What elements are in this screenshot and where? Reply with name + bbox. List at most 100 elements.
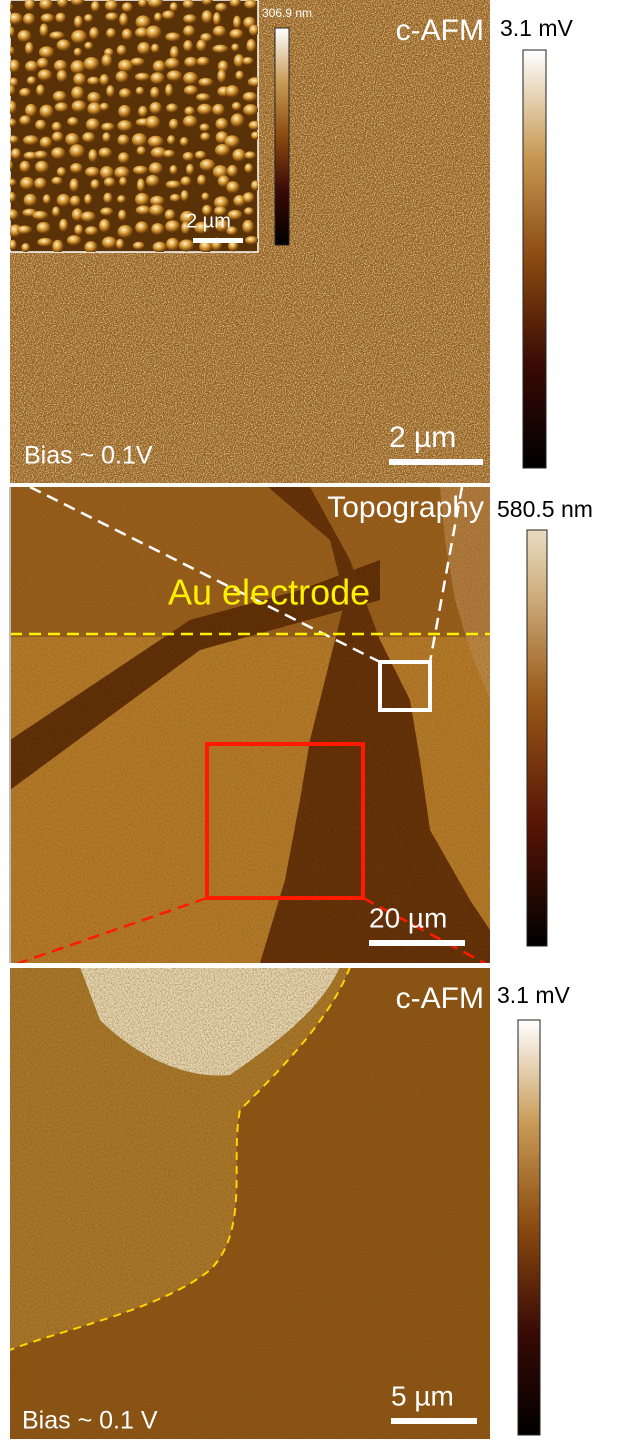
grain	[162, 10, 175, 19]
grain	[5, 26, 15, 37]
grain	[212, 45, 228, 53]
grain	[200, 132, 210, 141]
panel-3: c-AFM 3.1 mV 5 µm Bias ~ 0.1 V	[10, 965, 571, 1439]
grain	[7, 135, 19, 143]
grain	[119, 13, 128, 27]
grain	[74, 48, 82, 57]
grain	[232, 102, 242, 111]
grain	[40, 137, 53, 149]
grain	[100, 103, 110, 111]
scale-bar	[391, 1418, 477, 1424]
grain	[183, 14, 197, 23]
grain	[184, 106, 194, 116]
grain	[153, 60, 166, 72]
grain	[35, 120, 46, 131]
grain	[70, 196, 81, 207]
grain	[19, 115, 31, 125]
grain	[184, 85, 198, 95]
grain	[51, 177, 62, 185]
grain	[145, 116, 160, 129]
grain	[226, 181, 239, 193]
inset-scale-bar	[193, 238, 243, 243]
grain	[25, 104, 37, 117]
grain	[21, 243, 30, 252]
grain	[117, 120, 132, 131]
grain	[99, 219, 110, 233]
grain	[136, 87, 145, 95]
inset-scale-label: 2 µm	[186, 210, 231, 232]
grain	[217, 69, 226, 83]
grain	[122, 29, 133, 41]
grain	[135, 221, 148, 234]
grain	[136, 15, 151, 28]
grain	[74, 224, 83, 235]
grain	[37, 238, 53, 247]
grain	[98, 147, 112, 158]
colorbar-label: 580.5 nm	[497, 496, 593, 522]
grain	[153, 242, 167, 253]
region-label: Au electrode	[168, 572, 370, 613]
grain	[183, 25, 195, 36]
grain	[37, 58, 49, 69]
grain	[244, 207, 254, 215]
grain	[166, 180, 182, 188]
grain	[244, 163, 253, 173]
grain	[57, 194, 71, 207]
grain	[57, 39, 71, 51]
grain	[213, 12, 221, 25]
grain	[215, 118, 228, 130]
grain	[90, 179, 99, 190]
separator	[10, 965, 490, 968]
grain	[199, 124, 209, 132]
grain	[71, 86, 84, 100]
grain	[116, 71, 129, 83]
page: 306.9 nm 2 µm c-AFM 3.1 mV 2 µm Bias ~ 0…	[0, 0, 628, 1439]
colorbar-label: 3.1 mV	[497, 982, 571, 1008]
grain	[6, 118, 17, 127]
grain	[32, 211, 48, 220]
inset-colorbar-label: 306.9 nm	[262, 6, 312, 20]
grain	[130, 58, 144, 67]
grain	[34, 178, 47, 190]
grain	[57, 70, 68, 82]
grain	[52, 132, 64, 143]
grain	[84, 194, 92, 205]
grain	[146, 175, 160, 187]
grain	[85, 167, 100, 177]
grain	[231, 43, 239, 51]
grain	[133, 242, 145, 250]
grain	[235, 71, 244, 81]
scale-bar	[369, 940, 465, 946]
grain	[166, 103, 178, 112]
grain	[82, 132, 95, 143]
grain	[103, 193, 112, 204]
grain	[167, 70, 182, 81]
grain	[232, 149, 245, 162]
grain	[67, 235, 82, 246]
grain	[198, 78, 213, 87]
figure: 306.9 nm 2 µm c-AFM 3.1 mV 2 µm Bias ~ 0…	[0, 0, 628, 1439]
grain	[201, 192, 209, 200]
grain	[105, 12, 118, 21]
grain	[19, 88, 31, 97]
grain	[91, 1, 100, 12]
grain	[20, 161, 31, 173]
grain	[137, 178, 145, 192]
grain	[36, 84, 45, 96]
grain	[55, 102, 69, 112]
grain	[135, 73, 150, 81]
grain	[87, 92, 101, 104]
grain	[52, 240, 63, 254]
grain	[70, 163, 83, 173]
grain	[249, 25, 259, 36]
topo-texture	[10, 487, 490, 963]
grain	[86, 118, 100, 131]
grain	[8, 13, 23, 25]
grain	[242, 220, 254, 234]
grain	[84, 14, 93, 22]
grain	[57, 167, 66, 177]
scale-label: 5 µm	[391, 1380, 454, 1411]
panel-1: 306.9 nm 2 µm c-AFM 3.1 mV 2 µm Bias ~ 0…	[3, 0, 574, 483]
grain	[37, 222, 51, 234]
grain	[87, 102, 101, 115]
